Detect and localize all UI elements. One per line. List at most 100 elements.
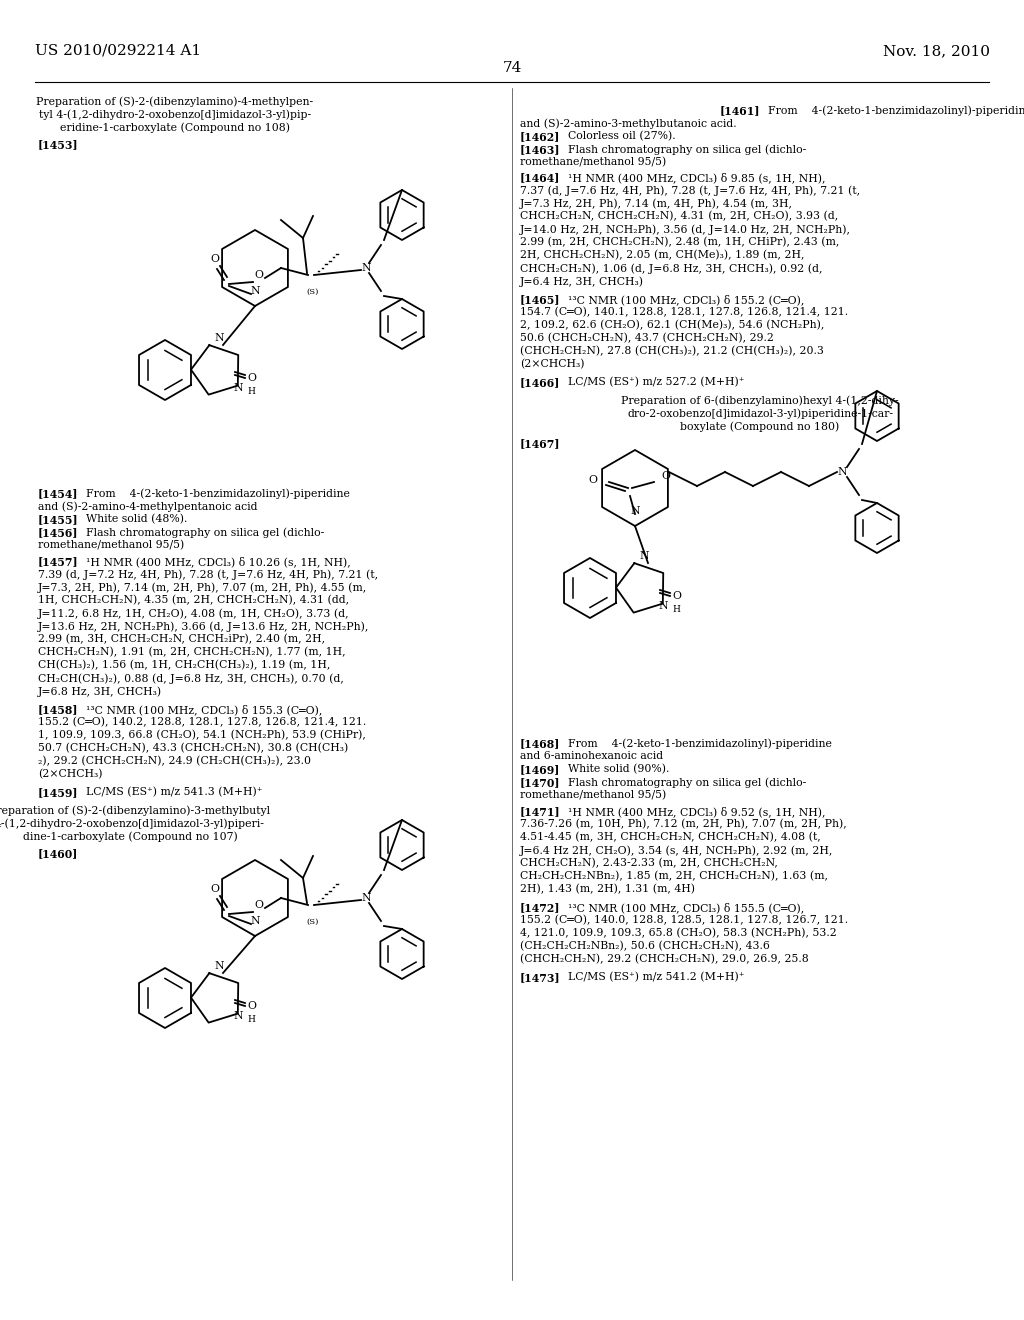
Text: J=7.3 Hz, 2H, Ph), 7.14 (m, 4H, Ph), 4.54 (m, 3H,: J=7.3 Hz, 2H, Ph), 7.14 (m, 4H, Ph), 4.5… <box>520 198 793 209</box>
Text: ¹H NMR (400 MHz, CDCl₃) δ 9.52 (s, 1H, NH),: ¹H NMR (400 MHz, CDCl₃) δ 9.52 (s, 1H, N… <box>568 807 825 817</box>
Text: O: O <box>662 471 670 480</box>
Text: Preparation of 6-(dibenzylamino)hexyl 4-(1,2-dihy-: Preparation of 6-(dibenzylamino)hexyl 4-… <box>622 395 899 405</box>
Text: O: O <box>672 591 681 601</box>
Text: [1472]: [1472] <box>520 902 560 913</box>
Text: US 2010/0292214 A1: US 2010/0292214 A1 <box>35 44 201 58</box>
Text: N: N <box>658 601 668 611</box>
Text: (S): (S) <box>307 917 319 927</box>
Text: 4-(1,2-dihydro-2-oxobenzo[d]imidazol-3-yl)piperi-: 4-(1,2-dihydro-2-oxobenzo[d]imidazol-3-y… <box>0 818 265 829</box>
Text: dine-1-carboxylate (Compound no 107): dine-1-carboxylate (Compound no 107) <box>23 832 238 842</box>
Text: 2H, CHCH₂CH₂N), 2.05 (m, CH(Me)₃), 1.89 (m, 2H,: 2H, CHCH₂CH₂N), 2.05 (m, CH(Me)₃), 1.89 … <box>520 249 805 260</box>
Text: O: O <box>255 900 263 909</box>
Text: H: H <box>247 1015 255 1024</box>
Text: boxylate (Compound no 180): boxylate (Compound no 180) <box>680 421 840 432</box>
Text: J=6.4 Hz 2H, CH₂O), 3.54 (s, 4H, NCH₂Ph), 2.92 (m, 2H,: J=6.4 Hz 2H, CH₂O), 3.54 (s, 4H, NCH₂Ph)… <box>520 845 834 855</box>
Text: Preparation of (S)-2-(dibenzylamino)-4-methylpen-: Preparation of (S)-2-(dibenzylamino)-4-m… <box>37 96 313 107</box>
Text: [1456]: [1456] <box>38 527 79 539</box>
Text: [1453]: [1453] <box>38 139 79 150</box>
Text: 154.7 (C═O), 140.1, 128.8, 128.1, 127.8, 126.8, 121.4, 121.: 154.7 (C═O), 140.1, 128.8, 128.1, 127.8,… <box>520 308 848 317</box>
Text: N: N <box>838 467 847 477</box>
Text: 2, 109.2, 62.6 (CH₂O), 62.1 (CH(Me)₃), 54.6 (NCH₂Ph),: 2, 109.2, 62.6 (CH₂O), 62.1 (CH(Me)₃), 5… <box>520 319 824 330</box>
Text: Flash chromatography on silica gel (dichlo-: Flash chromatography on silica gel (dich… <box>86 527 325 537</box>
Text: tyl 4-(1,2-dihydro-2-oxobenzo[d]imidazol-3-yl)pip-: tyl 4-(1,2-dihydro-2-oxobenzo[d]imidazol… <box>39 110 311 120</box>
Text: Preparation of (S)-2-(dibenzylamino)-3-methylbutyl: Preparation of (S)-2-(dibenzylamino)-3-m… <box>0 805 270 816</box>
Text: 74: 74 <box>503 61 521 75</box>
Text: O: O <box>247 374 256 383</box>
Text: (2×CHCH₃): (2×CHCH₃) <box>520 359 585 370</box>
Text: CHCH₂CH₂N, CHCH₂CH₂N), 4.31 (m, 2H, CH₂O), 3.93 (d,: CHCH₂CH₂N, CHCH₂CH₂N), 4.31 (m, 2H, CH₂O… <box>520 211 839 222</box>
Text: 50.6 (CHCH₂CH₂N), 43.7 (CHCH₂CH₂N), 29.2: 50.6 (CHCH₂CH₂N), 43.7 (CHCH₂CH₂N), 29.2 <box>520 333 774 343</box>
Text: N: N <box>630 506 640 516</box>
Text: Nov. 18, 2010: Nov. 18, 2010 <box>883 44 990 58</box>
Text: 155.2 (C═O), 140.2, 128.8, 128.1, 127.8, 126.8, 121.4, 121.: 155.2 (C═O), 140.2, 128.8, 128.1, 127.8,… <box>38 717 367 727</box>
Text: (CH₂CH₂CH₂NBn₂), 50.6 (CHCH₂CH₂N), 43.6: (CH₂CH₂CH₂NBn₂), 50.6 (CHCH₂CH₂N), 43.6 <box>520 941 770 952</box>
Text: [1469]: [1469] <box>520 764 560 775</box>
Text: N: N <box>361 894 371 903</box>
Text: H: H <box>672 606 680 615</box>
Text: [1466]: [1466] <box>520 378 560 388</box>
Text: 7.37 (d, J=7.6 Hz, 4H, Ph), 7.28 (t, J=7.6 Hz, 4H, Ph), 7.21 (t,: 7.37 (d, J=7.6 Hz, 4H, Ph), 7.28 (t, J=7… <box>520 185 860 195</box>
Text: LC/MS (ES⁺) m/z 527.2 (M+H)⁺: LC/MS (ES⁺) m/z 527.2 (M+H)⁺ <box>568 378 744 387</box>
Text: J=6.8 Hz, 3H, CHCH₃): J=6.8 Hz, 3H, CHCH₃) <box>38 686 162 697</box>
Text: ¹³C NMR (100 MHz, CDCl₃) δ 155.3 (C═O),: ¹³C NMR (100 MHz, CDCl₃) δ 155.3 (C═O), <box>86 704 323 715</box>
Text: [1465]: [1465] <box>520 294 560 305</box>
Text: [1473]: [1473] <box>520 972 560 983</box>
Text: [1464]: [1464] <box>520 172 560 183</box>
Text: White solid (90%).: White solid (90%). <box>568 764 670 775</box>
Text: From    4-(2-keto-1-benzimidazolinyl)-piperidine: From 4-(2-keto-1-benzimidazolinyl)-piper… <box>768 106 1024 116</box>
Text: N: N <box>214 961 224 972</box>
Text: LC/MS (ES⁺) m/z 541.3 (M+H)⁺: LC/MS (ES⁺) m/z 541.3 (M+H)⁺ <box>86 787 262 797</box>
Text: CHCH₂CH₂N), 2.43-2.33 (m, 2H, CHCH₂CH₂N,: CHCH₂CH₂N), 2.43-2.33 (m, 2H, CHCH₂CH₂N, <box>520 858 778 869</box>
Text: O: O <box>255 271 263 280</box>
Text: N: N <box>214 333 224 343</box>
Text: J=14.0 Hz, 2H, NCH₂Ph), 3.56 (d, J=14.0 Hz, 2H, NCH₂Ph),: J=14.0 Hz, 2H, NCH₂Ph), 3.56 (d, J=14.0 … <box>520 224 851 235</box>
Text: ¹H NMR (400 MHz, CDCl₃) δ 10.26 (s, 1H, NH),: ¹H NMR (400 MHz, CDCl₃) δ 10.26 (s, 1H, … <box>86 556 351 566</box>
Text: 7.36-7.26 (m, 10H, Ph), 7.12 (m, 2H, Ph), 7.07 (m, 2H, Ph),: 7.36-7.26 (m, 10H, Ph), 7.12 (m, 2H, Ph)… <box>520 818 847 829</box>
Text: and 6-aminohexanoic acid: and 6-aminohexanoic acid <box>520 751 664 762</box>
Text: dro-2-oxobenzo[d]imidazol-3-yl)piperidine-1-car-: dro-2-oxobenzo[d]imidazol-3-yl)piperidin… <box>627 408 893 418</box>
Text: [1461]: [1461] <box>720 106 761 116</box>
Text: CH(CH₃)₂), 1.56 (m, 1H, CH₂CH(CH₃)₂), 1.19 (m, 1H,: CH(CH₃)₂), 1.56 (m, 1H, CH₂CH(CH₃)₂), 1.… <box>38 660 331 671</box>
Text: romethane/methanol 95/5): romethane/methanol 95/5) <box>520 157 667 168</box>
Text: (CHCH₂CH₂N), 29.2 (CHCH₂CH₂N), 29.0, 26.9, 25.8: (CHCH₂CH₂N), 29.2 (CHCH₂CH₂N), 29.0, 26.… <box>520 954 809 965</box>
Text: 1H, CHCH₂CH₂N), 4.35 (m, 2H, CHCH₂CH₂N), 4.31 (dd,: 1H, CHCH₂CH₂N), 4.35 (m, 2H, CHCH₂CH₂N),… <box>38 595 349 606</box>
Text: [1459]: [1459] <box>38 787 79 799</box>
Text: romethane/methanol 95/5): romethane/methanol 95/5) <box>520 789 667 800</box>
Text: (2×CHCH₃): (2×CHCH₃) <box>38 770 102 779</box>
Text: J=11.2, 6.8 Hz, 1H, CH₂O), 4.08 (m, 1H, CH₂O), 3.73 (d,: J=11.2, 6.8 Hz, 1H, CH₂O), 4.08 (m, 1H, … <box>38 609 349 619</box>
Text: and (S)-2-amino-3-methylbutanoic acid.: and (S)-2-amino-3-methylbutanoic acid. <box>520 117 736 128</box>
Text: (S): (S) <box>307 288 319 296</box>
Text: N: N <box>250 286 260 296</box>
Text: [1457]: [1457] <box>38 556 79 568</box>
Text: O: O <box>211 253 219 264</box>
Text: ¹H NMR (400 MHz, CDCl₃) δ 9.85 (s, 1H, NH),: ¹H NMR (400 MHz, CDCl₃) δ 9.85 (s, 1H, N… <box>568 172 825 182</box>
Text: LC/MS (ES⁺) m/z 541.2 (M+H)⁺: LC/MS (ES⁺) m/z 541.2 (M+H)⁺ <box>568 972 744 982</box>
Text: Flash chromatography on silica gel (dichlo-: Flash chromatography on silica gel (dich… <box>568 777 806 788</box>
Text: J=6.4 Hz, 3H, CHCH₃): J=6.4 Hz, 3H, CHCH₃) <box>520 276 644 286</box>
Text: O: O <box>247 1001 256 1011</box>
Text: [1467]: [1467] <box>520 438 560 449</box>
Text: CHCH₂CH₂N), 1.06 (d, J=6.8 Hz, 3H, CHCH₃), 0.92 (d,: CHCH₂CH₂N), 1.06 (d, J=6.8 Hz, 3H, CHCH₃… <box>520 263 822 273</box>
Text: N: N <box>639 550 649 561</box>
Text: N: N <box>233 383 243 393</box>
Text: 50.7 (CHCH₂CH₂N), 43.3 (CHCH₂CH₂N), 30.8 (CH(CH₃): 50.7 (CHCH₂CH₂N), 43.3 (CHCH₂CH₂N), 30.8… <box>38 743 348 754</box>
Text: J=13.6 Hz, 2H, NCH₂Ph), 3.66 (d, J=13.6 Hz, 2H, NCH₂Ph),: J=13.6 Hz, 2H, NCH₂Ph), 3.66 (d, J=13.6 … <box>38 620 370 631</box>
Text: [1455]: [1455] <box>38 513 79 525</box>
Text: 7.39 (d, J=7.2 Hz, 4H, Ph), 7.28 (t, J=7.6 Hz, 4H, Ph), 7.21 (t,: 7.39 (d, J=7.2 Hz, 4H, Ph), 7.28 (t, J=7… <box>38 569 378 579</box>
Text: 1, 109.9, 109.3, 66.8 (CH₂O), 54.1 (NCH₂Ph), 53.9 (CHiPr),: 1, 109.9, 109.3, 66.8 (CH₂O), 54.1 (NCH₂… <box>38 730 366 741</box>
Text: From    4-(2-keto-1-benzimidazolinyl)-piperidine: From 4-(2-keto-1-benzimidazolinyl)-piper… <box>568 738 831 748</box>
Text: N: N <box>361 263 371 273</box>
Text: ₂), 29.2 (CHCH₂CH₂N), 24.9 (CH₂CH(CH₃)₂), 23.0: ₂), 29.2 (CHCH₂CH₂N), 24.9 (CH₂CH(CH₃)₂)… <box>38 756 311 767</box>
Text: [1471]: [1471] <box>520 807 560 817</box>
Text: 2H), 1.43 (m, 2H), 1.31 (m, 4H): 2H), 1.43 (m, 2H), 1.31 (m, 4H) <box>520 884 695 895</box>
Text: eridine-1-carboxylate (Compound no 108): eridine-1-carboxylate (Compound no 108) <box>60 123 290 133</box>
Text: H: H <box>247 388 255 396</box>
Text: 2.99 (m, 2H, CHCH₂CH₂N), 2.48 (m, 1H, CHiPr), 2.43 (m,: 2.99 (m, 2H, CHCH₂CH₂N), 2.48 (m, 1H, CH… <box>520 238 840 247</box>
Text: White solid (48%).: White solid (48%). <box>86 513 187 524</box>
Text: [1470]: [1470] <box>520 777 560 788</box>
Text: 2.99 (m, 3H, CHCH₂CH₂N, CHCH₂iPr), 2.40 (m, 2H,: 2.99 (m, 3H, CHCH₂CH₂N, CHCH₂iPr), 2.40 … <box>38 634 326 644</box>
Text: [1462]: [1462] <box>520 131 560 143</box>
Text: Colorless oil (27%).: Colorless oil (27%). <box>568 131 676 141</box>
Text: CH₂CH(CH₃)₂), 0.88 (d, J=6.8 Hz, 3H, CHCH₃), 0.70 (d,: CH₂CH(CH₃)₂), 0.88 (d, J=6.8 Hz, 3H, CHC… <box>38 673 344 684</box>
Text: [1463]: [1463] <box>520 144 560 154</box>
